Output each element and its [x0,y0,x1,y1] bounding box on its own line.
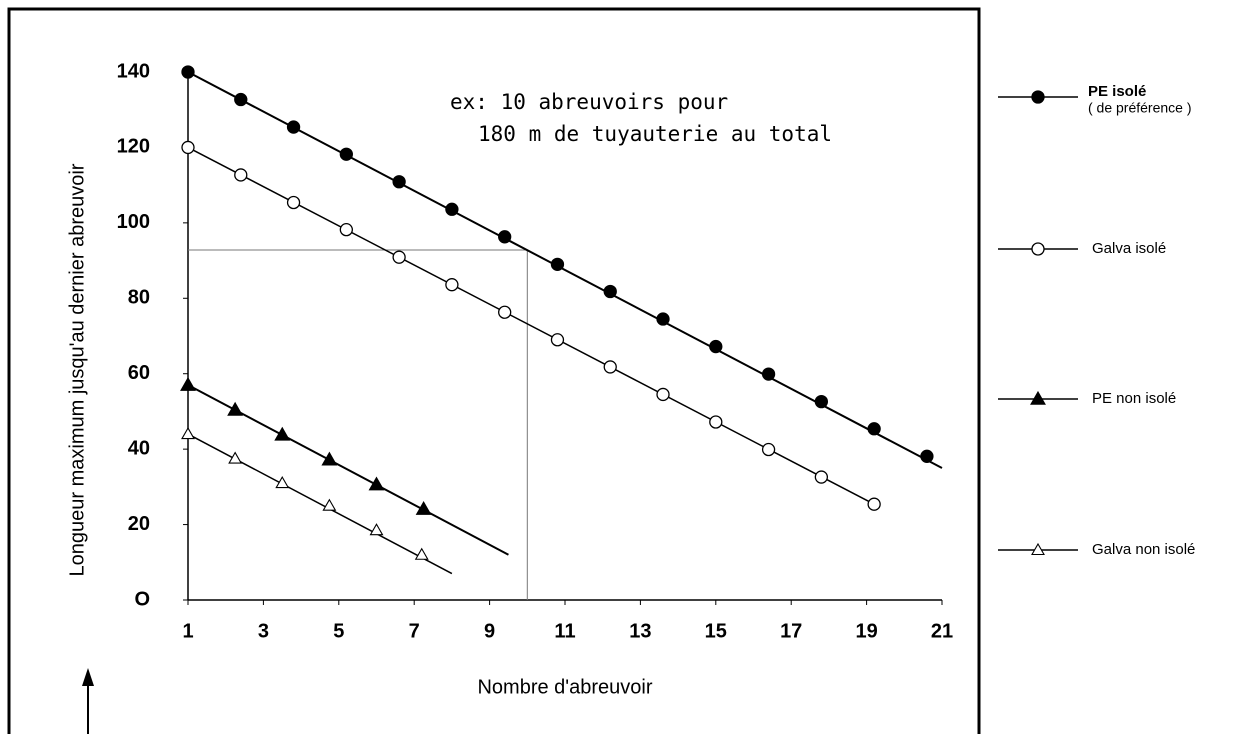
x-tick-label: 19 [855,620,877,642]
point [228,451,243,464]
point [415,501,432,515]
point [227,401,244,416]
y-tick-label: O [134,588,150,610]
point [274,426,291,441]
annotation: 180 m de tuyauterie au total [478,122,832,146]
x-axis-label: Nombre d'abreuvoir [477,676,652,698]
point [322,498,337,511]
y-tick-label: 140 [117,60,150,82]
legend-label: PE isolé [1088,83,1146,100]
legend-marker [1030,390,1046,405]
legend-marker [1031,542,1045,556]
legend-label: PE non isolé [1092,390,1176,407]
x-tick-label: 7 [409,620,420,642]
legend-marker [1031,90,1045,104]
legend-note: ( de préférence ) [1088,100,1192,116]
legend-label: Galva non isolé [1092,541,1195,558]
series-line [187,146,875,505]
point [234,92,248,107]
point [814,394,829,409]
point [392,250,406,264]
point [181,140,195,155]
x-tick-label: 13 [629,620,651,642]
point [445,278,459,292]
point [321,451,338,466]
y-tick-label: 80 [128,287,150,309]
point [286,120,301,134]
point [550,257,565,271]
point [761,367,776,381]
x-tick-label: 3 [258,620,269,642]
x-tick-label: 15 [705,620,727,642]
point [656,312,670,326]
point [656,387,670,402]
y-tick-label: 40 [128,437,150,459]
point [181,65,195,79]
point [392,175,406,189]
point [181,426,195,440]
point [603,284,617,299]
point [867,422,881,436]
x-tick-label: 17 [780,620,802,642]
point [180,376,196,391]
point [498,305,512,319]
point [709,339,723,354]
y-tick-label: 60 [128,362,150,384]
y-axis-label: Longueur maximum jusqu'au dernier abreuv… [66,163,88,576]
point [368,476,385,491]
legend-label: Galva isolé [1092,240,1166,257]
arrow-head [82,668,94,686]
point [339,222,353,237]
annotation: ex: 10 abreuvoirs pour [450,90,728,114]
x-tick-label: 5 [333,620,344,642]
point [339,147,353,161]
point [498,230,512,244]
point [286,195,301,210]
point [275,475,290,489]
x-tick-label: 21 [931,620,953,642]
point [234,168,248,182]
point [445,202,459,216]
legend-marker [1031,242,1045,256]
point [550,333,565,347]
point [709,415,723,429]
y-tick-label: 100 [117,211,150,233]
x-tick-label: 1 [182,620,193,642]
point [369,523,384,536]
point [414,547,429,560]
point [761,442,776,457]
y-tick-label: 120 [117,136,150,158]
point [867,497,881,511]
x-tick-label: 11 [554,620,575,642]
point [920,449,934,463]
y-tick-label: 20 [128,513,150,535]
x-tick-label: 9 [484,620,495,642]
point [603,360,617,374]
point [814,470,829,484]
frame [7,7,981,734]
